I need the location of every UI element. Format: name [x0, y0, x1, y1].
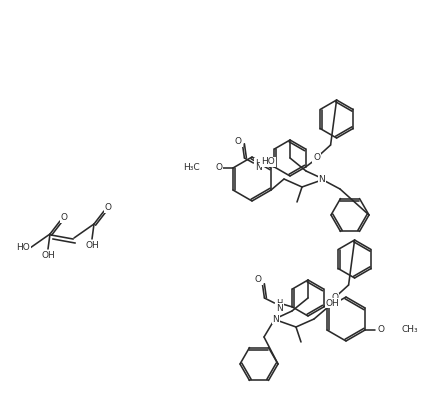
- Text: O: O: [255, 276, 262, 285]
- Text: N: N: [276, 304, 283, 313]
- Text: O: O: [60, 213, 68, 222]
- Text: CH₃: CH₃: [401, 326, 418, 335]
- Text: O: O: [313, 153, 320, 162]
- Text: O: O: [331, 294, 338, 303]
- Text: O: O: [215, 164, 223, 173]
- Text: N: N: [273, 315, 279, 324]
- Text: OH: OH: [326, 299, 340, 308]
- Text: H: H: [276, 299, 282, 308]
- Text: OH: OH: [41, 252, 55, 261]
- Text: O: O: [377, 326, 384, 335]
- Text: HO: HO: [261, 157, 275, 166]
- Text: OH: OH: [85, 241, 99, 250]
- Text: O: O: [104, 204, 112, 213]
- Text: HO: HO: [16, 243, 30, 252]
- Text: N: N: [255, 164, 262, 173]
- Text: H: H: [255, 159, 262, 168]
- Text: N: N: [318, 175, 325, 184]
- Text: H₃C: H₃C: [183, 164, 200, 173]
- Text: O: O: [235, 137, 242, 146]
